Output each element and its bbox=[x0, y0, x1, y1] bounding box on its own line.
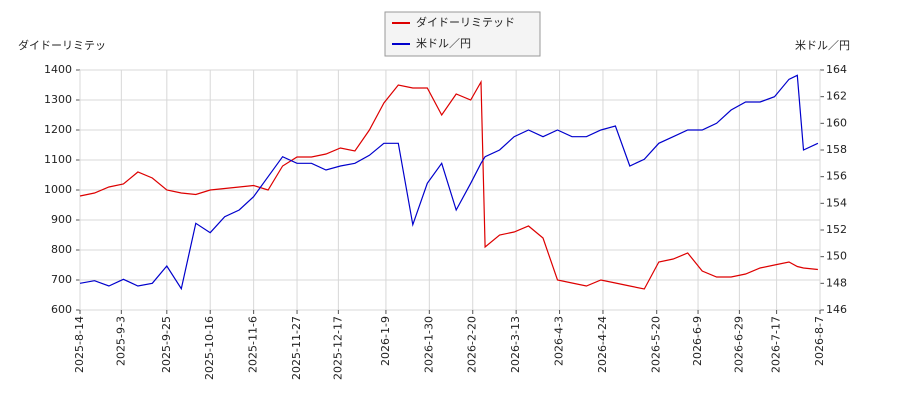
x-tick-label: 2026-6-29 bbox=[732, 316, 745, 373]
y2-tick-label: 158 bbox=[826, 143, 847, 156]
y2-tick-label: 162 bbox=[826, 90, 847, 103]
y2-tick-label: 160 bbox=[826, 116, 847, 129]
y2-tick-label: 150 bbox=[826, 250, 847, 263]
y-tick-label: 1000 bbox=[44, 183, 72, 196]
series-line bbox=[79, 74, 819, 291]
y-tick-label: 700 bbox=[51, 273, 72, 286]
y2-tick-label: 154 bbox=[826, 196, 847, 209]
y2-tick-label: 152 bbox=[826, 223, 847, 236]
y2-tick-label: 164 bbox=[826, 63, 847, 76]
legend-label: ダイドーリミテッド bbox=[416, 15, 515, 29]
legend bbox=[384, 11, 541, 57]
x-tick-label: 2025-12-17 bbox=[331, 316, 344, 380]
x-tick-label: 2026-1-30 bbox=[422, 316, 435, 373]
y2-tick-label: 148 bbox=[826, 276, 847, 289]
x-tick-label: 2026-1-9 bbox=[379, 316, 392, 366]
y-tick-label: 1400 bbox=[44, 63, 72, 76]
x-tick-label: 2026-5-20 bbox=[650, 316, 663, 373]
x-tick-label: 2025-9-3 bbox=[114, 316, 127, 366]
x-tick-label: 2025-8-14 bbox=[73, 316, 86, 373]
y-tick-label: 800 bbox=[51, 243, 72, 256]
x-tick-label: 2026-4-3 bbox=[553, 316, 566, 366]
y-tick-label: 1300 bbox=[44, 93, 72, 106]
x-tick-label: 2025-9-25 bbox=[160, 316, 173, 373]
y-tick-label: 600 bbox=[51, 303, 72, 316]
x-tick-label: 2026-4-24 bbox=[596, 316, 609, 373]
x-tick-label: 2026-7-17 bbox=[770, 316, 783, 373]
y-axis-title: ダイドーリミテッ bbox=[18, 38, 106, 52]
y-tick-label: 1100 bbox=[44, 153, 72, 166]
x-tick-label: 2025-10-16 bbox=[203, 316, 216, 380]
y2-tick-label: 146 bbox=[826, 303, 847, 316]
x-tick-label: 2026-3-13 bbox=[509, 316, 522, 373]
y-tick-label: 1200 bbox=[44, 123, 72, 136]
series-line bbox=[79, 79, 818, 290]
x-tick-label: 2026-2-20 bbox=[466, 316, 479, 373]
legend-label: 米ドル／円 bbox=[416, 37, 471, 50]
y2-axis-title: 米ドル／円 bbox=[795, 39, 850, 52]
x-tick-label: 2026-6-9 bbox=[691, 316, 704, 366]
x-tick-label: 2025-11-27 bbox=[290, 316, 303, 380]
y2-tick-label: 156 bbox=[826, 170, 847, 183]
y-tick-label: 900 bbox=[51, 213, 72, 226]
x-tick-label: 2026-8-7 bbox=[813, 316, 826, 366]
x-tick-label: 2025-11-6 bbox=[247, 316, 260, 373]
